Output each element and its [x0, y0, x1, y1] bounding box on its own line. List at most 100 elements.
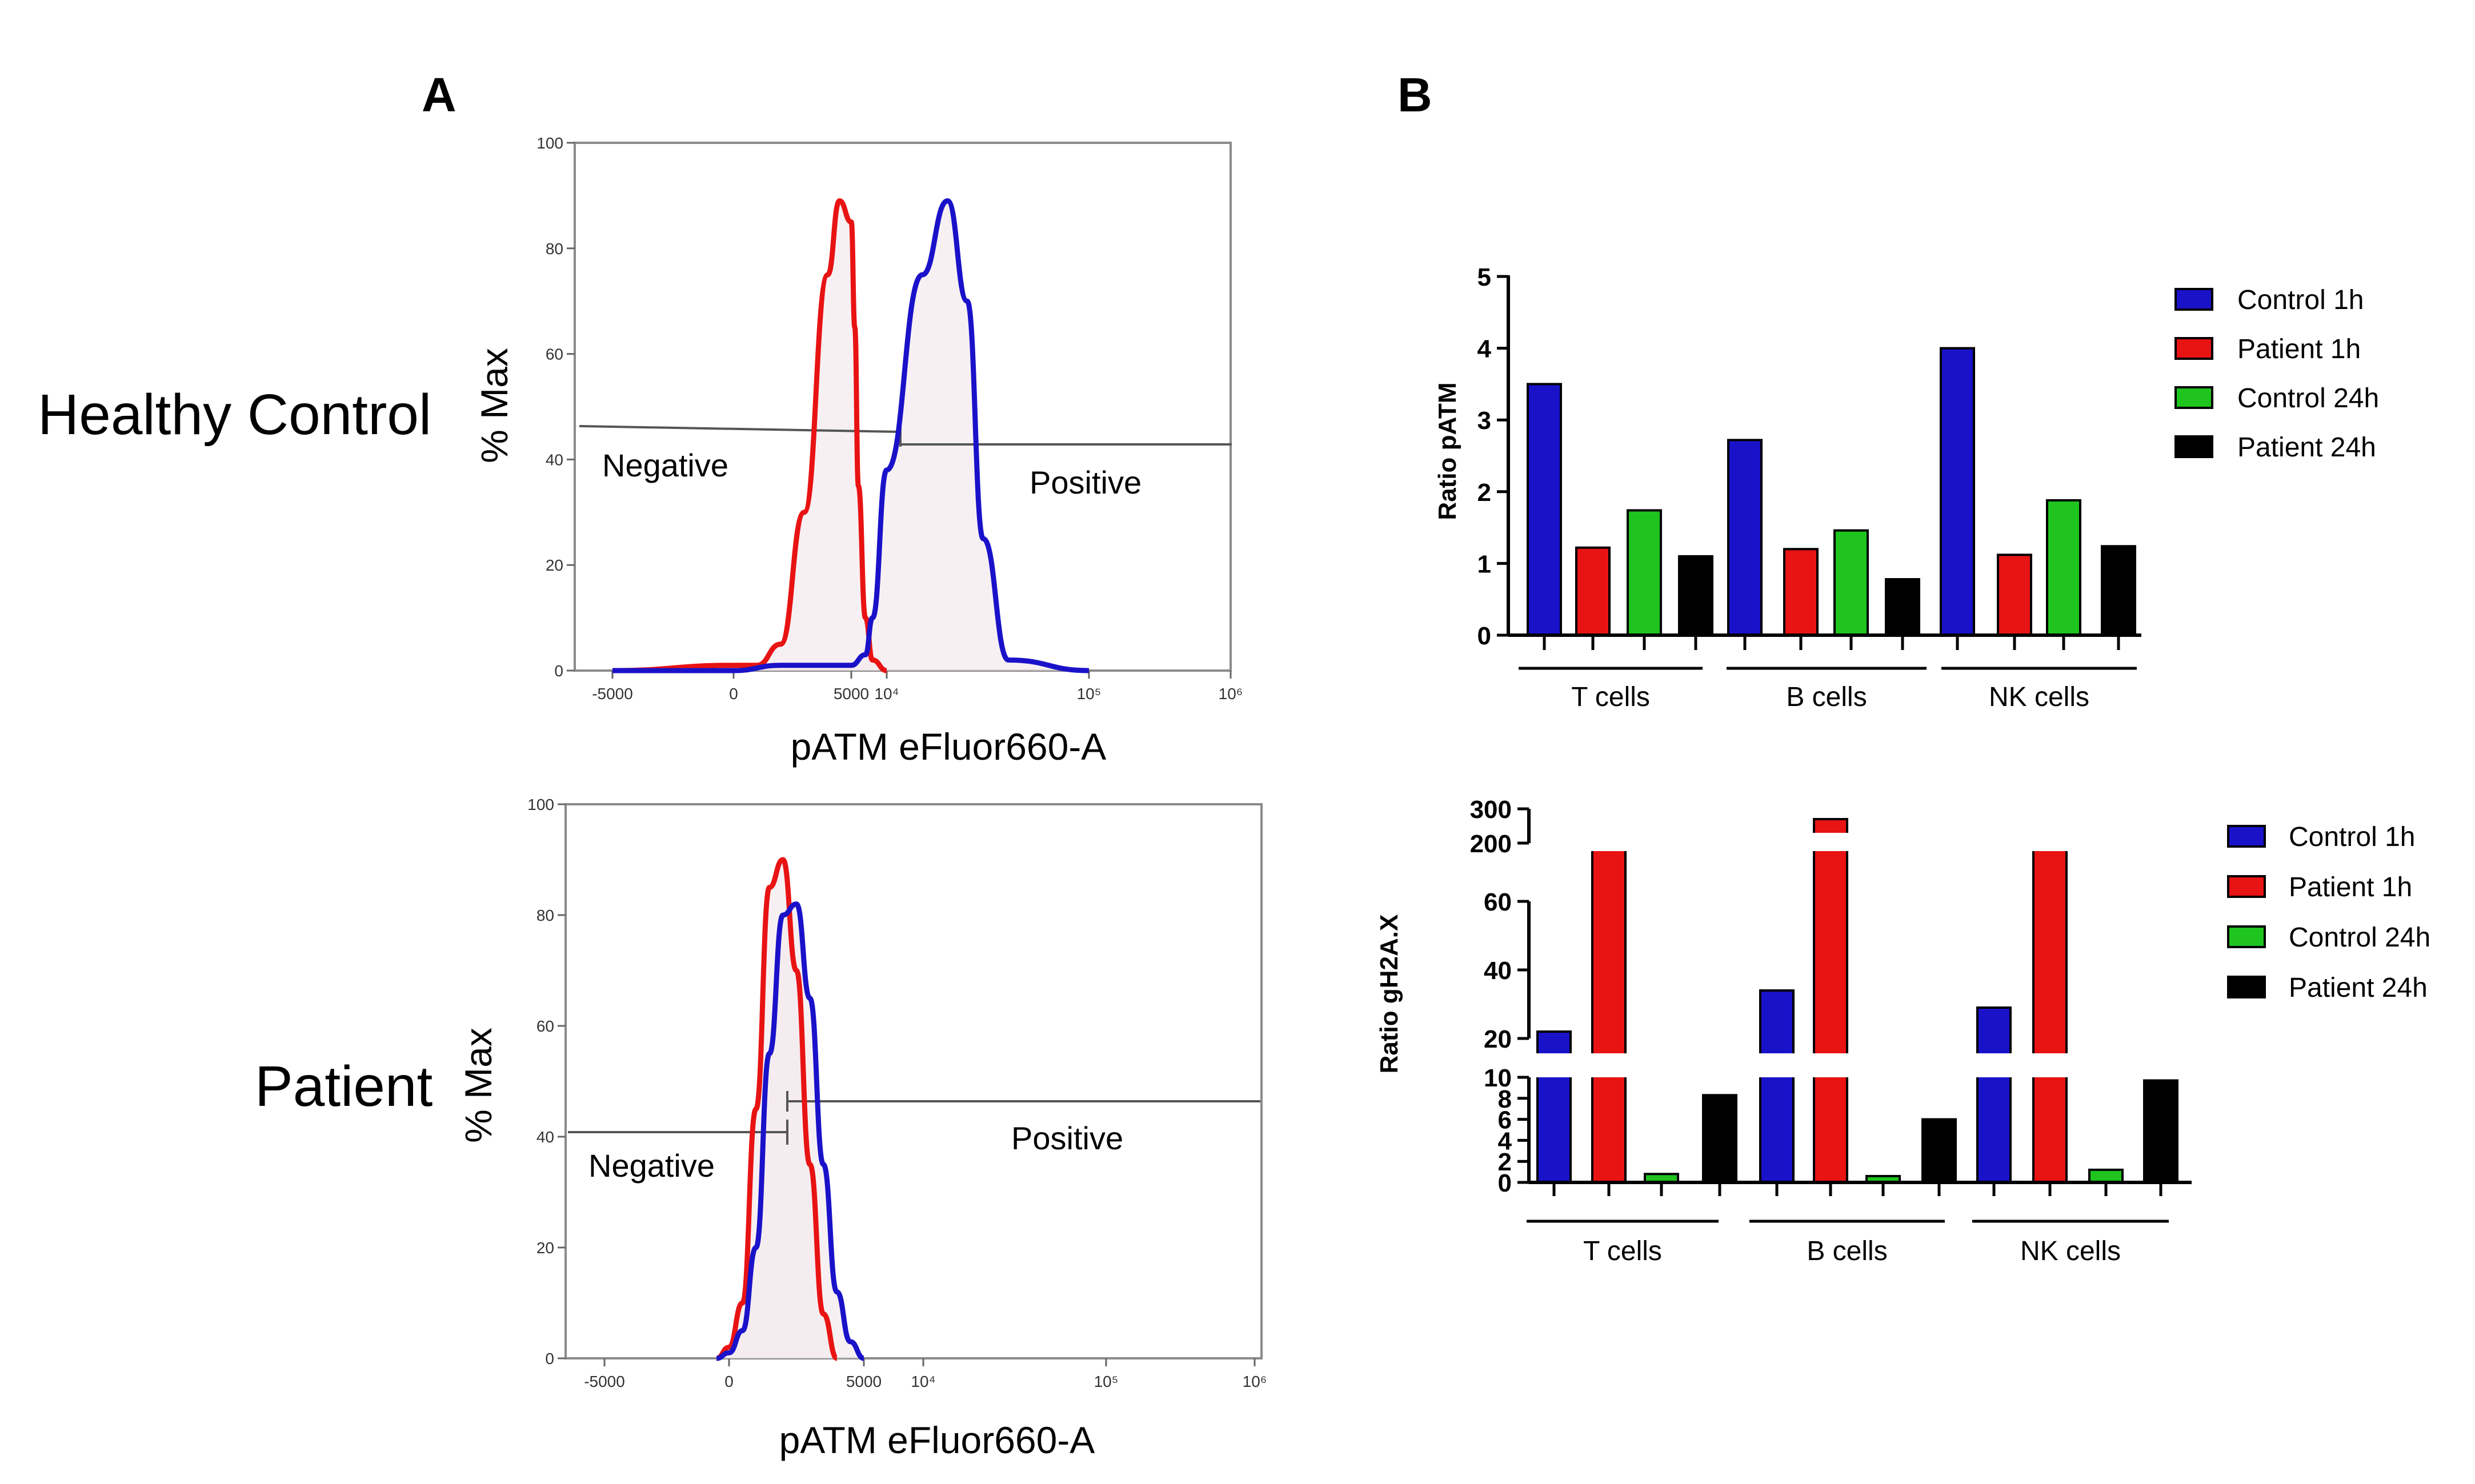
y-tick-label: 60: [546, 346, 563, 363]
gate-label-negative: Negative: [588, 1148, 715, 1184]
y-tick-label: 200: [1470, 830, 1512, 858]
legend-label: Control 1h: [2289, 822, 2415, 852]
series-curve-blue: [716, 901, 865, 1361]
y-tick-label: 20: [546, 556, 563, 574]
row-label-healthy: Healthy Control: [38, 383, 431, 447]
bar: [1833, 529, 1869, 637]
series-curve-blue: [612, 198, 1090, 673]
legend-label: Control 24h: [2237, 383, 2379, 414]
y-tick-label: 4: [1477, 335, 1492, 363]
legend-label: Patient 24h: [2289, 973, 2428, 1003]
bar: [1702, 1094, 1737, 1184]
bar: [1921, 1118, 1957, 1184]
legend-label: Patient 1h: [2289, 872, 2412, 903]
histogram-healthy: 0 20 40 60 80 100 -5000 0 5000 10⁴ 10⁵ 10⁶ Negative…: [473, 134, 1243, 768]
x-tick-label: 10⁴: [911, 1373, 935, 1390]
bar: [1527, 383, 1562, 637]
bar: [1940, 347, 1975, 636]
bar: [2143, 1079, 2178, 1184]
series-fill: [716, 904, 864, 1358]
legend-swatch: [2174, 435, 2213, 458]
legend-swatch: [2227, 875, 2266, 898]
bar: [1885, 578, 1920, 636]
x-axis-title: pATM eFluor660-A: [779, 1419, 1095, 1461]
y-tick-label: 40: [1484, 957, 1512, 985]
bar: [1976, 1006, 2012, 1184]
y-tick-label: 300: [1470, 796, 1512, 824]
bar: [2088, 1168, 2124, 1184]
y-tick-label: 80: [546, 240, 563, 258]
series-curve-red: [716, 857, 839, 1361]
y-tick-label: 4: [1498, 1127, 1512, 1155]
y-axis-title: Ratio pATM: [1433, 382, 1461, 520]
y-axis-title: % Max: [457, 1028, 499, 1143]
category-label: T cells: [1571, 682, 1650, 712]
legend-label: Patient 1h: [2237, 334, 2361, 364]
axis-break-band: [1532, 833, 2184, 851]
bar: [1997, 554, 2032, 636]
y-tick-label: 5: [1477, 263, 1491, 291]
y-axis-title: % Max: [473, 348, 515, 463]
y-tick-label: 10: [1484, 1064, 1512, 1092]
category-label: B cells: [1807, 1236, 1887, 1266]
plot-frame: [564, 803, 1263, 1359]
x-tick-label: -5000: [584, 1373, 625, 1390]
x-tick-label: 10⁶: [1219, 685, 1243, 703]
y-tick-label: 0: [554, 662, 563, 680]
y-tick-label: 20: [536, 1239, 554, 1257]
x-axis-title: pATM eFluor660-A: [791, 725, 1107, 768]
legend-swatch: [2174, 288, 2213, 311]
legend-label: Patient 24h: [2237, 432, 2376, 463]
bar: [2101, 545, 2136, 636]
x-tick-label: 0: [724, 1373, 734, 1390]
y-tick-label: 0: [1498, 1169, 1512, 1197]
x-tick-label: 0: [729, 685, 738, 703]
y-tick-label: 80: [536, 907, 554, 924]
bar: [1575, 546, 1611, 636]
bar: [1727, 439, 1763, 636]
histogram-patient: 0 20 40 60 80 100 -5000 0 5000 10⁴ 10⁵ 10⁶ Negative…: [457, 796, 1267, 1461]
bar: [2046, 499, 2081, 637]
gate-label-positive: Positive: [1011, 1120, 1123, 1156]
y-tick-label: 0: [1477, 622, 1491, 650]
bar-chart-patm: 0 1 2 3 4 5 T cells B cells NK cells Control 1h P…: [1433, 263, 2379, 712]
y-axis-title: Ratio gH2A.X: [1375, 915, 1403, 1074]
category-label: B cells: [1786, 682, 1867, 712]
bar: [1813, 818, 1848, 1184]
category-label: NK cells: [2020, 1236, 2121, 1266]
gate-line-negative: [579, 425, 901, 433]
legend-swatch: [2174, 337, 2213, 360]
y-tick-label: 20: [1484, 1025, 1512, 1053]
panel-letter-a: A: [422, 68, 456, 122]
x-tick-label: 10⁶: [1243, 1373, 1267, 1390]
legend-swatch: [2174, 386, 2213, 409]
y-tick-label: 6: [1498, 1106, 1512, 1134]
axis-break-band: [1532, 1053, 2184, 1077]
y-tick-label: 3: [1477, 407, 1491, 435]
legend-label: Control 1h: [2237, 285, 2364, 315]
category-label: NK cells: [1989, 682, 2089, 712]
y-tick-label: 2: [1498, 1148, 1512, 1176]
bar: [2032, 842, 2068, 1184]
x-tick-label: 5000: [834, 685, 869, 703]
y-tick-label: 2: [1477, 479, 1491, 507]
row-label-patient: Patient: [255, 1054, 433, 1118]
legend-swatch: [2227, 976, 2266, 998]
y-tick-label: 8: [1498, 1085, 1512, 1113]
y-tick-label: 0: [545, 1350, 554, 1367]
x-tick-label: 10⁵: [1094, 1373, 1119, 1390]
bar: [1783, 548, 1819, 637]
bar: [1591, 842, 1627, 1184]
y-tick-label: 100: [536, 134, 563, 152]
y-tick-label: 100: [527, 796, 554, 813]
legend-swatch: [2227, 825, 2266, 848]
x-tick-label: 10⁵: [1077, 685, 1102, 703]
y-tick-label: 60: [1484, 888, 1512, 916]
bar: [1759, 989, 1795, 1184]
x-tick-label: -5000: [592, 685, 633, 703]
y-tick-label: 60: [536, 1017, 554, 1035]
x-tick-label: 10⁴: [874, 685, 899, 703]
bar: [1627, 509, 1662, 636]
